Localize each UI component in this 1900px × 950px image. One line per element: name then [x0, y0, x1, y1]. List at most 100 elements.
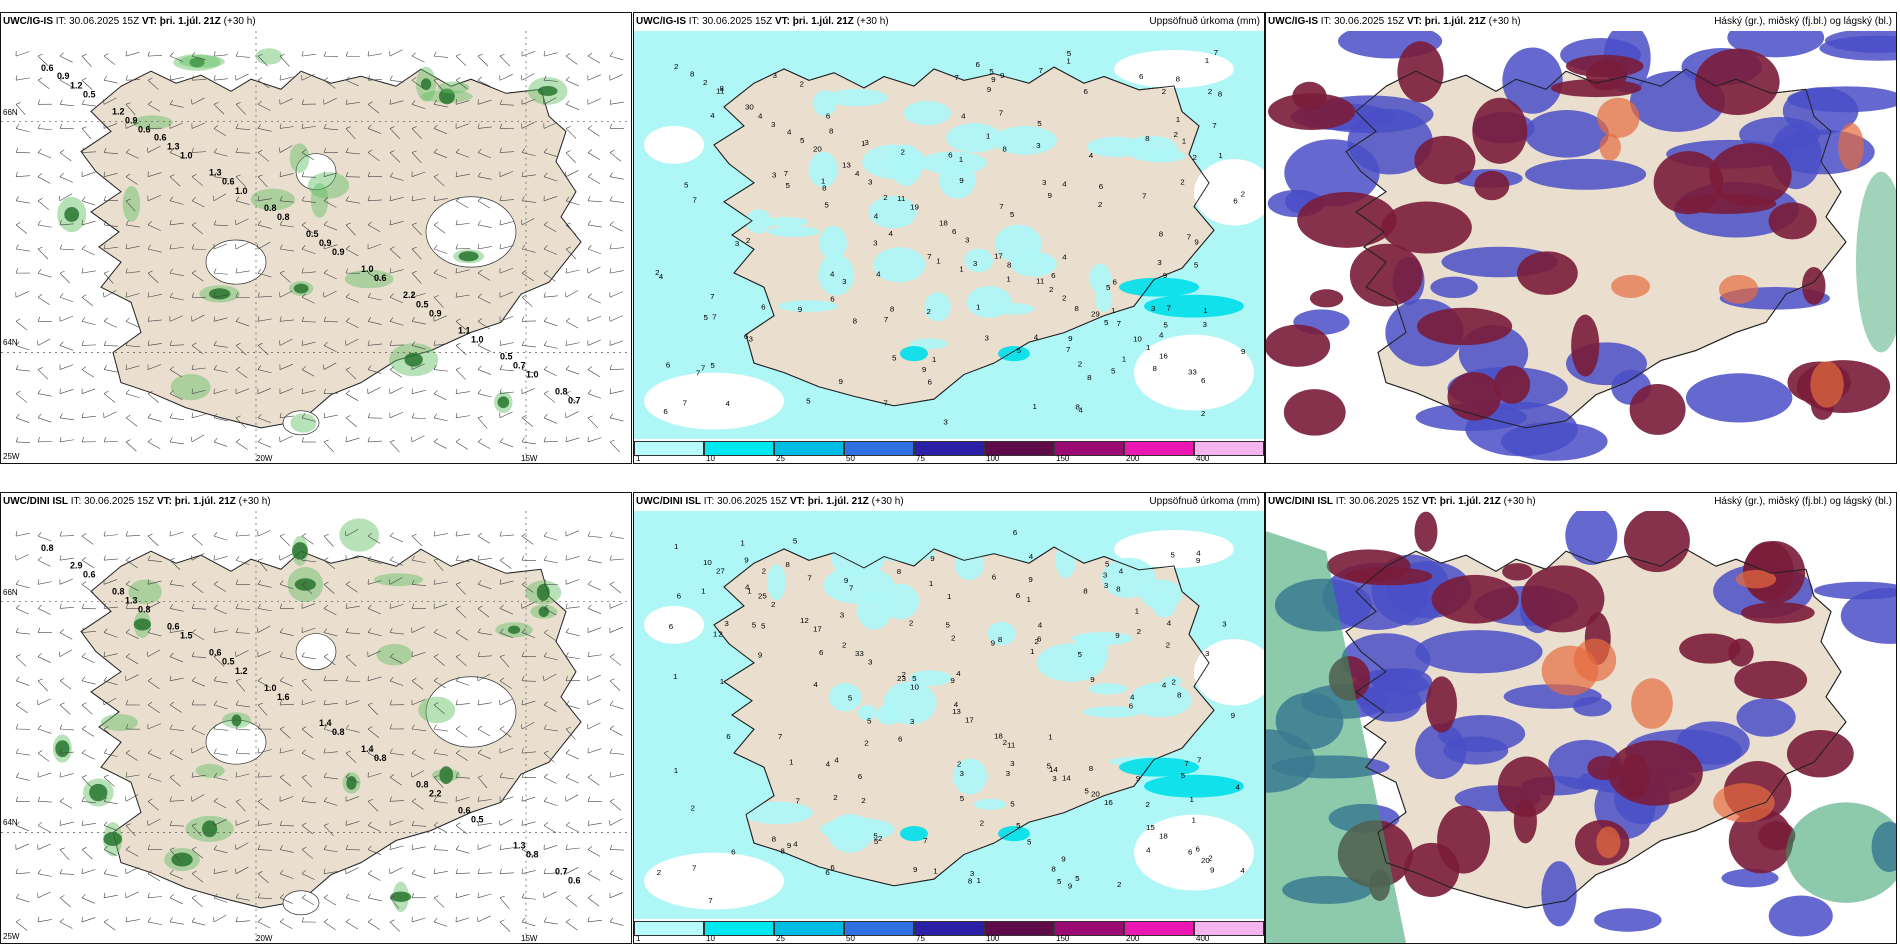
svg-text:9: 9 — [959, 176, 963, 185]
map-panel-igis-cloud: UWC/IG-IS IT: 30.06.2025 15Z VT: þri. 1.… — [1265, 12, 1897, 464]
svg-text:8: 8 — [1051, 865, 1055, 874]
map-canvas — [1266, 31, 1896, 463]
svg-text:3: 3 — [1205, 649, 1209, 658]
value-label: 1.0 — [264, 683, 277, 693]
value-label: 1.2 — [235, 666, 248, 676]
svg-text:9: 9 — [1000, 71, 1004, 80]
svg-text:7: 7 — [693, 196, 697, 205]
svg-text:4: 4 — [888, 229, 893, 238]
svg-text:9: 9 — [1231, 711, 1235, 720]
svg-text:1: 1 — [1205, 56, 1209, 65]
value-label: 0.6 — [154, 132, 167, 142]
value-label: 12 — [800, 616, 809, 625]
svg-text:2: 2 — [1241, 190, 1245, 199]
vt-label: VT: — [141, 16, 157, 27]
svg-text:8: 8 — [1116, 585, 1120, 594]
value-label: 1.0 — [180, 151, 193, 161]
svg-text:1: 1 — [1030, 647, 1034, 656]
svg-text:1: 1 — [720, 677, 724, 686]
svg-text:1: 1 — [959, 155, 963, 164]
svg-text:3: 3 — [1202, 320, 1206, 329]
svg-text:9: 9 — [744, 556, 748, 565]
svg-text:3: 3 — [1104, 581, 1108, 590]
svg-text:1: 1 — [976, 303, 980, 312]
value-label: 8 — [1007, 260, 1011, 269]
value-label: 0.6 — [458, 805, 471, 815]
value-label: 18 — [1159, 832, 1168, 841]
vt-label: VT: — [1406, 16, 1422, 27]
svg-text:1: 1 — [1122, 355, 1126, 364]
svg-text:1: 1 — [747, 587, 751, 596]
svg-text:6: 6 — [1129, 702, 1133, 711]
value-label: 18 — [994, 732, 1003, 741]
panel-header: UWC/DINI ISL IT: 30.06.2025 15Z VT: þri.… — [1, 493, 631, 511]
svg-text:1: 1 — [861, 139, 865, 148]
svg-text:5: 5 — [989, 67, 993, 76]
value-label: 14 — [1062, 774, 1072, 783]
svg-text:5: 5 — [873, 832, 877, 841]
svg-text:9: 9 — [1115, 631, 1119, 640]
svg-text:6: 6 — [1051, 271, 1055, 280]
value-label: 6 — [1188, 848, 1192, 857]
svg-text:1: 1 — [1182, 137, 1186, 146]
colorbar-tick: 100 — [986, 934, 1000, 943]
colorbar-tick: 150 — [1056, 454, 1070, 463]
svg-text:9: 9 — [1194, 238, 1198, 247]
vt-label: VT: — [789, 496, 805, 507]
it-label: IT: — [703, 496, 715, 507]
svg-text:9: 9 — [798, 305, 802, 314]
colorbar-swatch — [914, 441, 984, 456]
value-label: 20 — [1091, 790, 1101, 799]
value-label: 15 — [1146, 823, 1155, 832]
value-label: 18 — [939, 219, 948, 228]
svg-text:3: 3 — [842, 277, 846, 286]
svg-text:4: 4 — [1196, 549, 1201, 558]
panel-title: Háský (gr.), miðský (fj.bl.) og lágský (… — [1714, 16, 1892, 27]
map-panel-igis-wind: UWC/IG-IS IT: 30.06.2025 15Z VT: þri. 1.… — [0, 12, 632, 464]
vt-label: VT: — [156, 496, 172, 507]
value-label: 0.8 — [555, 387, 568, 397]
model-name: UWC/IG-IS — [3, 16, 53, 27]
colorbar-tick: 1 — [636, 934, 641, 943]
map-panel-dini-precip: UWC/DINI ISL IT: 30.06.2025 15Z VT: þri.… — [633, 492, 1265, 944]
svg-text:2: 2 — [861, 796, 865, 805]
svg-text:7: 7 — [708, 896, 712, 905]
svg-text:5: 5 — [1106, 283, 1110, 292]
panel-header: UWC/IG-IS IT: 30.06.2025 15Z VT: þri. 1.… — [1266, 13, 1896, 31]
value-label: 2 — [674, 62, 678, 71]
svg-text:8: 8 — [968, 877, 972, 886]
value-label: 0.7 — [513, 361, 526, 371]
it-label: IT: — [688, 16, 700, 27]
panel-header: UWC/IG-IS IT: 30.06.2025 15Z VT: þri. 1.… — [634, 13, 1264, 31]
svg-text:4: 4 — [813, 680, 818, 689]
svg-text:2: 2 — [1034, 637, 1038, 646]
svg-text:6: 6 — [1016, 591, 1020, 600]
svg-text:8: 8 — [1145, 134, 1149, 143]
svg-text:6: 6 — [858, 772, 862, 781]
value-label: 23 — [897, 674, 906, 683]
value-label: 1.3 — [125, 595, 138, 605]
lat-label: 66N — [3, 108, 18, 117]
colorbar-tick: 200 — [1126, 454, 1140, 463]
svg-text:3: 3 — [1157, 258, 1161, 267]
svg-text:9: 9 — [1048, 191, 1052, 200]
svg-text:4: 4 — [1240, 866, 1245, 875]
svg-text:7: 7 — [692, 864, 696, 873]
svg-text:6: 6 — [761, 303, 765, 312]
map-panel-dini-cloud: UWC/DINI ISL IT: 30.06.2025 15Z VT: þri.… — [1265, 492, 1897, 944]
svg-text:4: 4 — [1029, 552, 1034, 561]
svg-text:2: 2 — [1117, 880, 1121, 889]
svg-text:5: 5 — [1010, 210, 1014, 219]
svg-text:4: 4 — [1235, 783, 1240, 792]
lead-time: (+30 h) — [856, 16, 889, 27]
svg-text:9: 9 — [1163, 271, 1167, 280]
lat-label: 64N — [3, 818, 18, 827]
value-label: 0.8 — [138, 604, 151, 614]
svg-text:4: 4 — [1130, 693, 1135, 702]
map-panel-dini-wind: UWC/DINI ISL IT: 30.06.2025 15Z VT: þri.… — [0, 492, 632, 944]
svg-text:6: 6 — [669, 622, 673, 631]
value-label: 3 — [771, 120, 775, 129]
svg-text:7: 7 — [1039, 66, 1043, 75]
colorbar-tick: 10 — [706, 934, 715, 943]
svg-text:8: 8 — [853, 317, 857, 326]
